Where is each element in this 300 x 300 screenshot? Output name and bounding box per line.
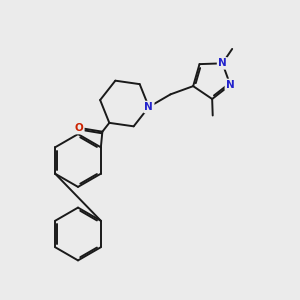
Text: O: O	[75, 123, 83, 133]
Text: N: N	[218, 58, 227, 68]
Text: N: N	[226, 80, 235, 90]
Text: N: N	[145, 102, 153, 112]
